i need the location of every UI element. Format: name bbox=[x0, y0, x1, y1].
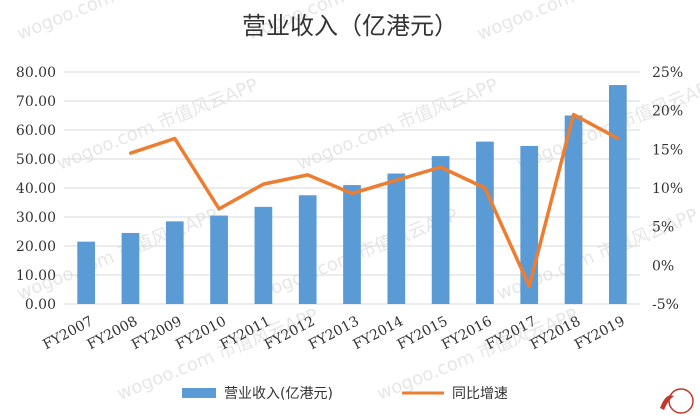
growth-point-FY2016 bbox=[483, 186, 487, 190]
brand-logo-icon bbox=[660, 388, 694, 414]
right-tick-label: 0% bbox=[652, 258, 674, 274]
right-tick-label: 20% bbox=[652, 104, 683, 120]
bar-FY2010 bbox=[210, 215, 228, 304]
growth-point-FY2011 bbox=[261, 182, 265, 186]
growth-point-FY2014 bbox=[394, 178, 398, 182]
growth-point-FY2010 bbox=[217, 207, 221, 211]
bar-FY2012 bbox=[298, 195, 317, 304]
bar-FY2018 bbox=[564, 115, 583, 304]
left-tick-label: 20.00 bbox=[16, 239, 56, 255]
bar-FY2009 bbox=[165, 221, 184, 304]
growth-point-FY2009 bbox=[173, 137, 177, 141]
left-tick-label: 10.00 bbox=[16, 268, 56, 284]
right-tick-label: 5% bbox=[652, 220, 674, 236]
bar-FY2019 bbox=[608, 85, 627, 304]
growth-point-FY2015 bbox=[439, 165, 443, 169]
watermark-text: wogoo.com 市值风云APP bbox=[514, 75, 700, 175]
left-tick-label: 70.00 bbox=[16, 94, 56, 110]
growth-point-FY2012 bbox=[306, 173, 310, 177]
left-tick-label: 80.00 bbox=[16, 65, 56, 81]
category-label: FY2009 bbox=[129, 313, 185, 353]
brand-logo bbox=[654, 386, 694, 416]
left-tick-label: 60.00 bbox=[16, 123, 56, 139]
right-tick-label: 10% bbox=[652, 181, 683, 197]
left-tick-label: 30.00 bbox=[16, 210, 56, 226]
category-label: FY2019 bbox=[572, 313, 628, 353]
growth-line-path bbox=[129, 112, 619, 288]
bar-FY2011 bbox=[254, 206, 273, 304]
chart-title: 营业收入（亿港元） bbox=[242, 12, 458, 40]
right-tick-label: -5% bbox=[652, 297, 679, 313]
category-label: FY2007 bbox=[40, 313, 96, 353]
left-tick-label: 40.00 bbox=[16, 181, 56, 197]
legend-label-growth: 同比增速 bbox=[452, 386, 508, 402]
bar-FY2015 bbox=[431, 156, 450, 304]
right-axis-ticks: -5% 0% 5% 10% 15% 20% 25% bbox=[652, 65, 683, 313]
left-tick-label: 0.00 bbox=[25, 297, 56, 313]
growth-point-FY2019 bbox=[616, 137, 620, 141]
growth-point-FY2018 bbox=[572, 113, 576, 117]
growth-point-FY2008 bbox=[128, 151, 132, 155]
bar-FY2013 bbox=[343, 185, 361, 304]
bar-FY2016 bbox=[476, 141, 494, 304]
left-tick-label: 50.00 bbox=[16, 152, 56, 168]
bar-FY2008 bbox=[121, 232, 140, 304]
revenue-bars bbox=[77, 85, 627, 304]
legend: 营业收入(亿港元) 同比增速 bbox=[182, 386, 508, 402]
growth-point-FY2017 bbox=[527, 284, 531, 288]
legend-label-revenue: 营业收入(亿港元) bbox=[224, 386, 333, 402]
right-tick-label: 15% bbox=[652, 142, 683, 158]
watermark-text: wogoo.com 市值风云APP bbox=[54, 75, 261, 175]
bar-FY2014 bbox=[387, 173, 406, 304]
watermark-text: wogoo.com 市值风云APP bbox=[14, 0, 221, 45]
growth-point-FY2013 bbox=[350, 191, 354, 195]
watermark-text: wogoo.com 市值风云APP bbox=[294, 75, 501, 175]
legend-swatch-revenue bbox=[182, 388, 216, 398]
bar-FY2007 bbox=[77, 241, 96, 304]
growth-line bbox=[128, 112, 620, 288]
watermark-text: wogoo.com 市值风云APP bbox=[474, 0, 681, 45]
right-tick-label: 25% bbox=[652, 65, 683, 81]
category-label: FY2015 bbox=[395, 313, 451, 353]
category-label: FY2008 bbox=[85, 313, 141, 353]
left-axis-ticks: 0.00 10.00 20.00 30.00 40.00 50.00 60.00 70.00 8… bbox=[16, 65, 56, 313]
category-label: FY2014 bbox=[350, 313, 406, 353]
